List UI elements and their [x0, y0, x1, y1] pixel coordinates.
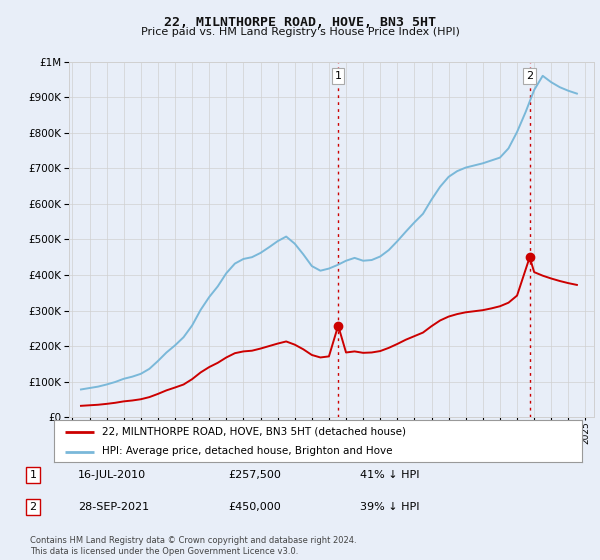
Text: 28-SEP-2021: 28-SEP-2021 [78, 502, 149, 512]
Text: 16-JUL-2010: 16-JUL-2010 [78, 470, 146, 480]
Text: £257,500: £257,500 [228, 470, 281, 480]
Text: 39% ↓ HPI: 39% ↓ HPI [360, 502, 419, 512]
Text: 22, MILNTHORPE ROAD, HOVE, BN3 5HT (detached house): 22, MILNTHORPE ROAD, HOVE, BN3 5HT (deta… [101, 427, 406, 437]
Text: Price paid vs. HM Land Registry's House Price Index (HPI): Price paid vs. HM Land Registry's House … [140, 27, 460, 37]
Text: 2: 2 [526, 71, 533, 81]
Text: 1: 1 [335, 71, 341, 81]
Text: Contains HM Land Registry data © Crown copyright and database right 2024.
This d: Contains HM Land Registry data © Crown c… [30, 536, 356, 556]
Text: HPI: Average price, detached house, Brighton and Hove: HPI: Average price, detached house, Brig… [101, 446, 392, 456]
Text: 1: 1 [29, 470, 37, 480]
Text: 2: 2 [29, 502, 37, 512]
Text: £450,000: £450,000 [228, 502, 281, 512]
Text: 22, MILNTHORPE ROAD, HOVE, BN3 5HT: 22, MILNTHORPE ROAD, HOVE, BN3 5HT [164, 16, 436, 29]
Text: 41% ↓ HPI: 41% ↓ HPI [360, 470, 419, 480]
